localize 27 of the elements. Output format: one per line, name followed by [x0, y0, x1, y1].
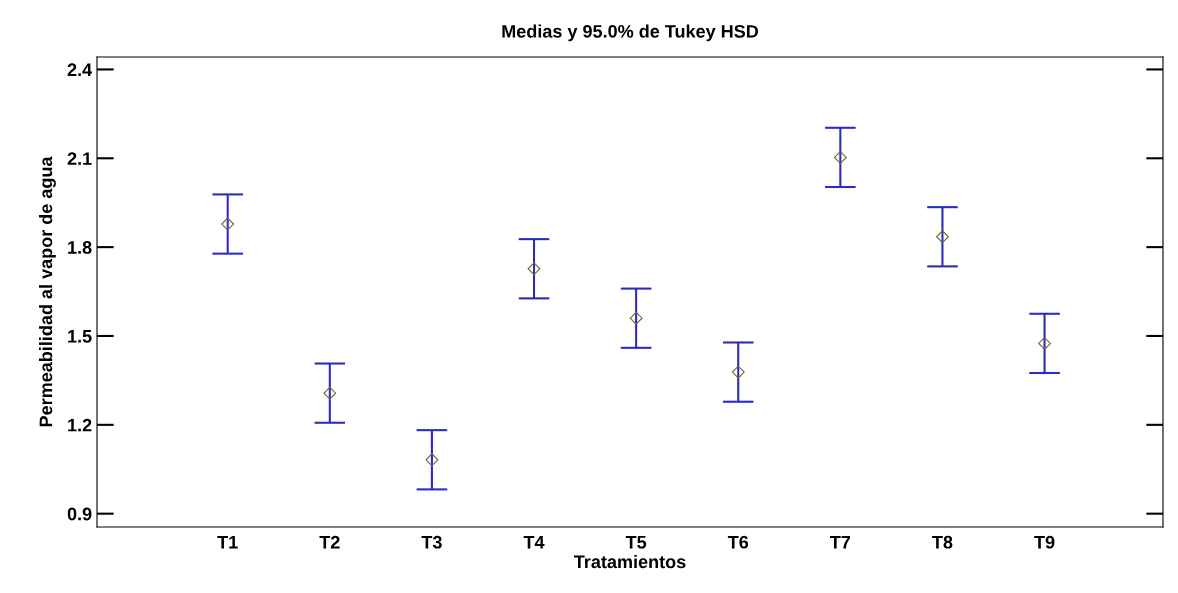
point [425, 453, 439, 467]
y-axis-title: Permeabilidad al vapor de agua [39, 156, 56, 427]
x-tick-label: T1 [217, 536, 238, 549]
y-tick-label: 0.9 [67, 507, 92, 521]
y-tick-label: 1.8 [68, 241, 92, 254]
y-tick-label: 2.1 [67, 152, 92, 165]
x-tick-label: T2 [319, 535, 340, 549]
point [1038, 336, 1052, 350]
point [936, 230, 949, 244]
x-tick-label: T3 [421, 535, 442, 549]
chart-title: Medias y 95.0% de Tukey HSD [502, 24, 759, 42]
x-tick-label: T7 [830, 536, 851, 549]
point [629, 311, 643, 325]
y-tick-label: 2.4 [67, 63, 93, 76]
x-tick-label: T8 [932, 535, 953, 549]
x-tick-label: T4 [523, 536, 545, 549]
point [323, 386, 337, 400]
x-tick-label: T9 [1034, 535, 1055, 549]
point [731, 365, 745, 379]
point [833, 150, 847, 164]
x-axis-title: Tratamientos [574, 554, 686, 569]
point [221, 217, 235, 231]
point [527, 262, 541, 276]
x-tick-label: T5 [625, 536, 647, 549]
y-tick-label: 1.2 [68, 418, 92, 432]
y-tick-label: 1.5 [68, 330, 92, 343]
x-tick-label: T6 [727, 535, 749, 549]
